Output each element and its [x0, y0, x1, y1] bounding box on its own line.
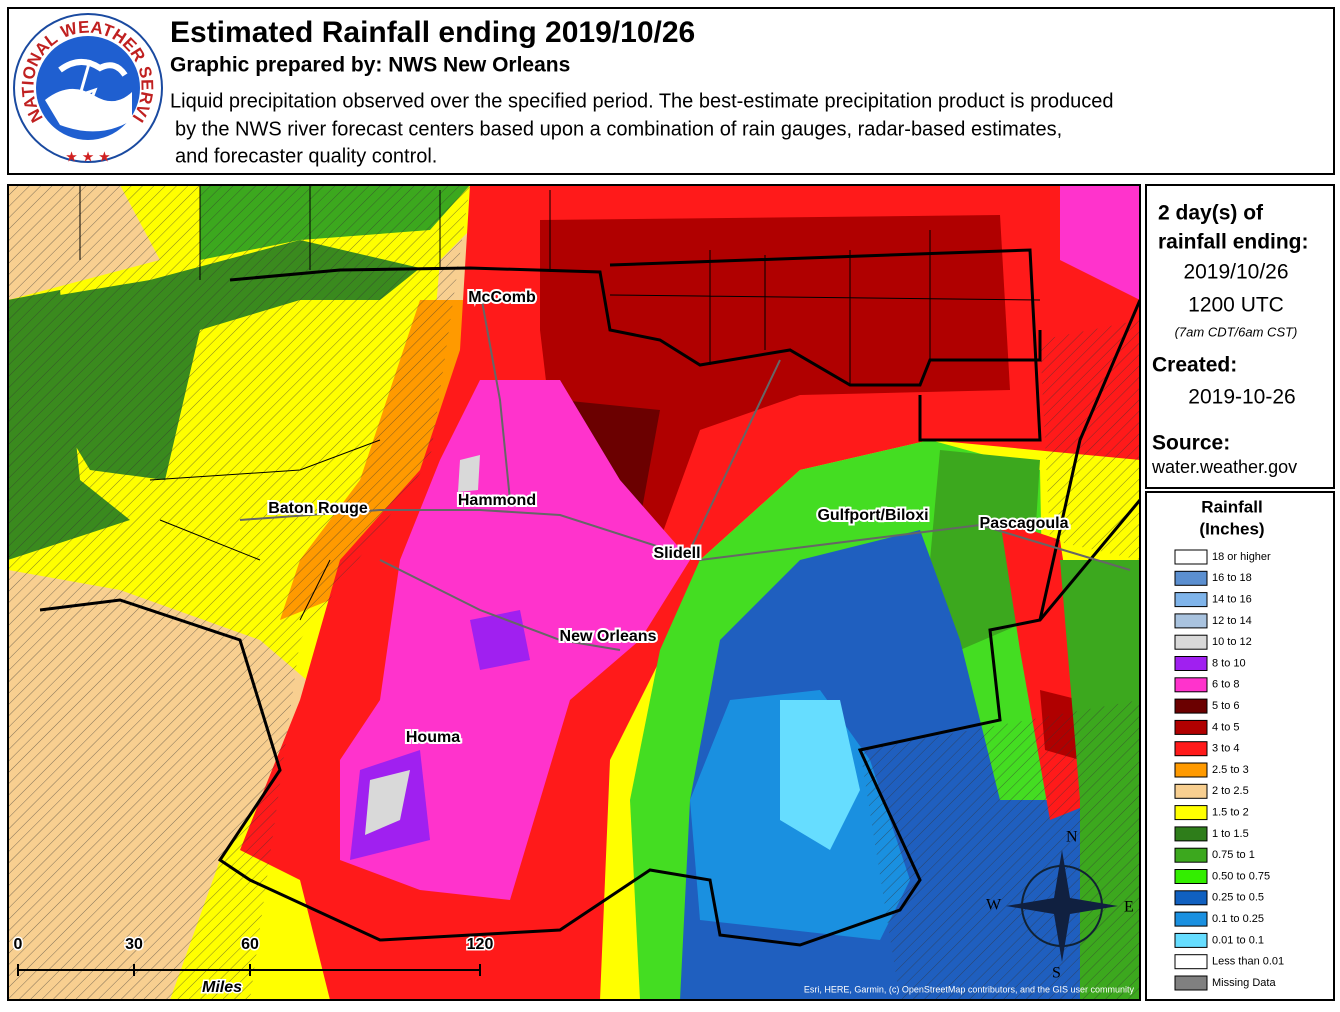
- legend-swatch: [1174, 677, 1208, 693]
- title: Estimated Rainfall ending 2019/10/26: [170, 16, 695, 49]
- legend-swatch: [1174, 656, 1208, 671]
- scale-label: 60: [241, 936, 259, 953]
- legend-swatch: [1174, 890, 1208, 906]
- legend-title: Rainfall: [1201, 497, 1262, 516]
- city-label: Hammond: [458, 492, 536, 509]
- attribution: Esri, HERE, Garmin, (c) OpenStreetMap co…: [804, 984, 1135, 994]
- legend-label: 2 to 2.5: [1212, 785, 1249, 797]
- legend-swatch: [1174, 762, 1208, 778]
- legend-label: 6 to 8: [1212, 679, 1240, 691]
- compass-label: E: [1124, 899, 1134, 916]
- city-label: Pascagoula: [980, 515, 1069, 532]
- legend-swatch: [1174, 719, 1208, 735]
- legend-swatch: [1174, 826, 1208, 842]
- legend-swatch: [1174, 592, 1208, 608]
- info-local-time: (7am CDT/6am CST): [1175, 324, 1298, 339]
- rainfall-map: [9, 186, 1139, 999]
- legend-swatch: [1174, 932, 1208, 948]
- legend-label: 16 to 18: [1212, 572, 1252, 584]
- legend-label: 18 or higher: [1212, 551, 1271, 563]
- info-created: 2019-10-26: [1188, 386, 1295, 409]
- scale-label: 120: [467, 936, 494, 953]
- scale-label: 0: [14, 936, 23, 953]
- info-created-label: Created:: [1152, 354, 1237, 377]
- description-line: and forecaster quality control.: [175, 145, 437, 167]
- info-box: [1145, 184, 1335, 489]
- info-date: 2019/10/26: [1183, 261, 1288, 284]
- legend-label: 3 to 4: [1212, 743, 1240, 755]
- city-label: Houma: [406, 729, 460, 746]
- svg-text:★ ★ ★: ★ ★ ★: [65, 149, 110, 165]
- legend-label: 0.75 to 1: [1212, 849, 1255, 861]
- legend-label: 14 to 16: [1212, 594, 1252, 606]
- city-label: Gulfport/Biloxi: [817, 507, 928, 524]
- legend-label: 1.5 to 2: [1212, 807, 1249, 819]
- legend-label: 0.01 to 0.1: [1212, 934, 1264, 946]
- legend-swatch: [1174, 549, 1208, 565]
- map-frame: [7, 184, 1141, 1001]
- info-time: 1200 UTC: [1188, 294, 1284, 317]
- legend-label: 0.25 to 0.5: [1212, 892, 1264, 904]
- subtitle: Graphic prepared by: NWS New Orleans: [170, 54, 570, 77]
- legend-swatch: [1174, 741, 1208, 757]
- scale-label: 30: [125, 936, 143, 953]
- info-source-label: Source:: [1152, 432, 1230, 455]
- legend-swatch: [1174, 570, 1208, 586]
- legend-label: 5 to 6: [1212, 700, 1240, 712]
- info-period: 2 day(s) of: [1158, 202, 1264, 225]
- legend-swatch: [1174, 869, 1208, 884]
- legend-label: 4 to 5: [1212, 721, 1240, 733]
- legend-label: 8 to 10: [1212, 657, 1246, 669]
- legend-swatch: [1174, 954, 1208, 970]
- legend-label: 12 to 14: [1212, 615, 1252, 627]
- compass-label: N: [1066, 829, 1078, 846]
- legend-swatch: [1174, 783, 1208, 799]
- city-label: McComb: [468, 289, 536, 306]
- header-box: [7, 7, 1335, 175]
- legend-swatch: [1174, 805, 1208, 821]
- legend-swatch: [1174, 698, 1208, 714]
- scale-unit: Miles: [202, 979, 242, 996]
- legend-label: 0.1 to 0.25: [1212, 913, 1264, 925]
- legend-swatch: [1174, 911, 1208, 927]
- legend-swatch: [1174, 634, 1208, 650]
- city-label: Slidell: [653, 545, 700, 562]
- description-line: by the NWS river forecast centers based …: [175, 118, 1062, 140]
- description-line: Liquid precipitation observed over the s…: [170, 90, 1114, 112]
- legend-items: 18 or higher 16 to 18 14 to 16 12 to 14 10 t…: [1174, 549, 1284, 991]
- compass-label: S: [1052, 965, 1061, 982]
- city-label: New Orleans: [560, 628, 657, 645]
- legend-label: 1 to 1.5: [1212, 828, 1249, 840]
- info-period: rainfall ending:: [1158, 231, 1309, 254]
- info-source: water.weather.gov: [1151, 457, 1297, 477]
- legend-label: Less than 0.01: [1212, 956, 1284, 968]
- scale-bar: 0 30 60 120 Miles: [12, 935, 495, 998]
- legend-label: 10 to 12: [1212, 636, 1252, 648]
- city-label: Baton Rouge: [268, 500, 368, 517]
- legend-title: (Inches): [1199, 519, 1264, 538]
- legend-label: 0.50 to 0.75: [1212, 870, 1270, 882]
- legend-label: Missing Data: [1212, 977, 1276, 989]
- compass: N E S W: [986, 829, 1134, 982]
- legend-swatch: [1174, 847, 1208, 863]
- legend-swatch: [1174, 975, 1208, 991]
- compass-label: W: [986, 897, 1002, 914]
- legend-label: 2.5 to 3: [1212, 764, 1249, 776]
- legend-swatch: [1174, 613, 1208, 629]
